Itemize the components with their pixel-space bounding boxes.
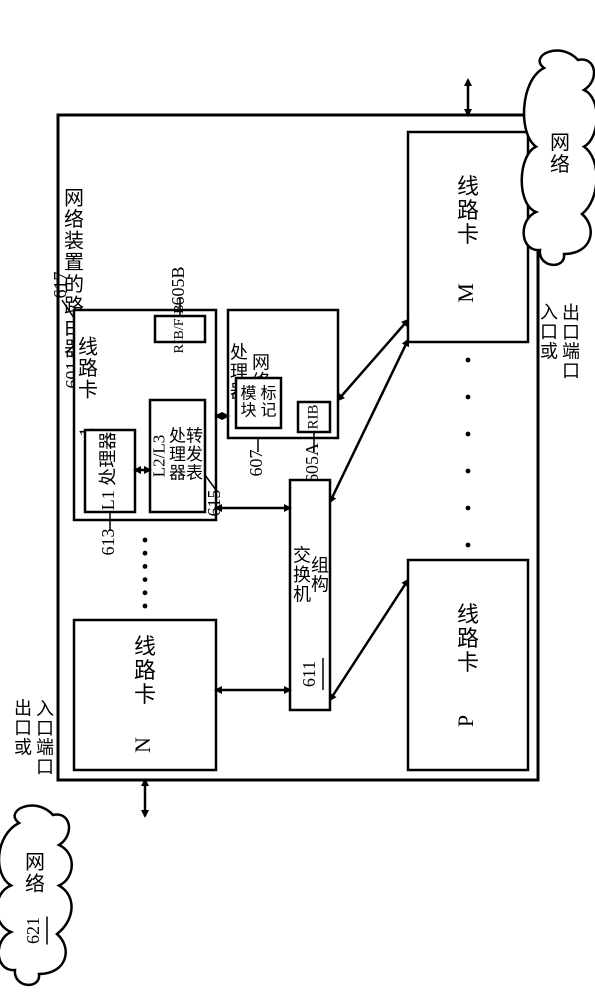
- np-ref: 607: [246, 450, 266, 477]
- lcN-label-num: N: [130, 737, 155, 753]
- lc1-label-cjk: 线路卡: [78, 335, 98, 401]
- rib-label: RIB: [305, 404, 321, 429]
- l23-line0: L2/L3: [149, 435, 168, 478]
- ribfib-ref: 605B: [168, 266, 188, 305]
- lc1-ref: 617: [50, 272, 70, 299]
- l23-line2: 转发表: [186, 427, 203, 483]
- lcP-label-cjk: 线路卡: [457, 602, 479, 675]
- lcM-label-num: M: [453, 283, 478, 303]
- l23-ref: 615: [204, 490, 224, 517]
- cloudR-label: 网络: [550, 132, 570, 176]
- l23-line1: 处理器: [169, 427, 186, 483]
- rib-ref: 605A: [302, 443, 322, 483]
- marker-label-0: 标记: [260, 384, 276, 419]
- egress-l2: 入口端口: [36, 699, 54, 777]
- lcP-label-num: P: [453, 715, 478, 727]
- ingress-l1: 入口或: [540, 303, 558, 362]
- lcM-label-cjk: 线路卡: [457, 174, 479, 247]
- l1-label: L1 处理器: [98, 432, 118, 511]
- cloudL-ref: 621: [23, 917, 43, 944]
- lcN-label-cjk: 线路卡: [134, 634, 156, 707]
- switch-l1: 交换机: [293, 546, 311, 605]
- l1-ref: 613: [98, 529, 118, 556]
- ingress-l2: 出口端口: [562, 303, 580, 381]
- cloudL-label: 网络: [25, 851, 45, 895]
- cloud-left: [0, 806, 72, 985]
- switch-l2: 组构: [311, 555, 329, 594]
- egress-l1: 出口或: [14, 699, 32, 758]
- switch-ref: 611: [299, 661, 319, 687]
- marker-label-1: 模块: [240, 384, 256, 419]
